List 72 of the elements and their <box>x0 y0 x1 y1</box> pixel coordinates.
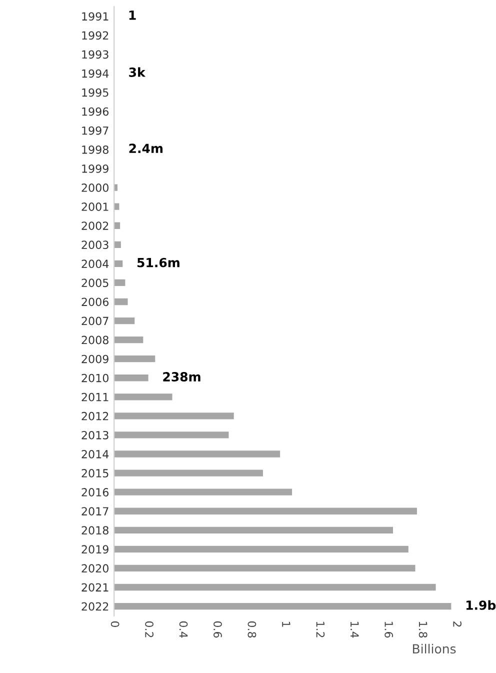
bar <box>114 602 452 610</box>
y-tick-label: 1992 <box>82 31 108 40</box>
x-tick-label: 0.4 <box>179 621 188 638</box>
y-tick-label: 2015 <box>82 469 108 478</box>
annotation: 3k <box>129 67 146 77</box>
x-tick-label: 1.8 <box>418 622 428 638</box>
y-tick-label: 2018 <box>82 526 108 535</box>
bar <box>114 203 120 210</box>
y-tick-label: 2014 <box>82 450 109 458</box>
y-tick-label: 2005 <box>82 278 108 288</box>
bar <box>114 356 156 362</box>
x-tick-label: 0.8 <box>248 621 256 638</box>
y-tick-label: 2009 <box>82 354 108 364</box>
y-tick-label: 2003 <box>82 240 108 250</box>
y-tick-label: 2020 <box>82 564 108 573</box>
y-tick-label: 1998 <box>82 145 108 154</box>
bar <box>114 470 263 476</box>
x-axis-title: Billions <box>413 644 456 654</box>
y-tick-label: 2010 <box>82 374 108 382</box>
y-tick-label: 2021 <box>82 583 108 592</box>
bar <box>114 508 417 514</box>
annotation: 238m <box>163 372 200 382</box>
bar <box>114 488 292 496</box>
bar <box>114 184 118 191</box>
x-tick-label: 1.2 <box>316 622 325 638</box>
annotation: 1.9b <box>466 600 496 610</box>
y-tick-label: 1997 <box>82 126 108 135</box>
annotation: 1 <box>129 10 136 20</box>
y-tick-label: 2000 <box>82 184 108 192</box>
y-tick-label: 2008 <box>82 336 108 344</box>
y-tick-label: 1993 <box>82 50 108 59</box>
y-tick-label: 1991 <box>82 12 108 21</box>
x-tick-label: 0.2 <box>145 621 154 638</box>
bar <box>114 450 280 458</box>
x-tick-label: 1.4 <box>350 622 359 638</box>
bar <box>114 394 172 400</box>
bar <box>114 584 436 591</box>
y-tick-label: 2016 <box>82 488 109 496</box>
y-tick-label: 2001 <box>82 202 108 211</box>
bar <box>114 526 394 534</box>
y-tick-label: 2002 <box>82 222 108 230</box>
y-tick-label: 2006 <box>82 298 109 306</box>
bar <box>114 260 123 268</box>
annotation: 51.6m <box>137 258 180 268</box>
bar <box>114 432 229 438</box>
annotation: 2.4m <box>129 144 162 153</box>
bar <box>114 546 408 553</box>
x-tick-label: 0 <box>110 621 120 627</box>
bar <box>114 298 128 306</box>
y-tick-label: 2012 <box>82 412 108 420</box>
bar <box>114 374 148 382</box>
bar <box>114 412 234 420</box>
y-tick-label: 1994 <box>82 69 109 78</box>
y-tick-label: 2022 <box>82 602 108 611</box>
y-tick-label: 2013 <box>82 430 108 440</box>
x-tick-label: 1.6 <box>384 622 394 638</box>
y-tick-label: 2017 <box>82 507 108 516</box>
x-tick-label: 0.6 <box>214 621 222 638</box>
bar <box>114 317 135 324</box>
bar <box>114 336 144 344</box>
bar <box>114 241 121 248</box>
y-tick-label: 2007 <box>82 316 108 326</box>
y-tick-label: 2004 <box>82 260 109 268</box>
y-tick-label: 1999 <box>82 164 108 173</box>
y-tick-label: 2011 <box>82 392 108 402</box>
y-tick-label: 1996 <box>82 107 109 116</box>
x-tick-label: 1 <box>282 622 290 627</box>
x-tick-label: 2 <box>453 621 462 627</box>
bar <box>114 279 126 286</box>
y-tick-label: 2019 <box>82 545 108 554</box>
bar <box>114 564 416 572</box>
y-tick-label: 1995 <box>82 88 108 97</box>
